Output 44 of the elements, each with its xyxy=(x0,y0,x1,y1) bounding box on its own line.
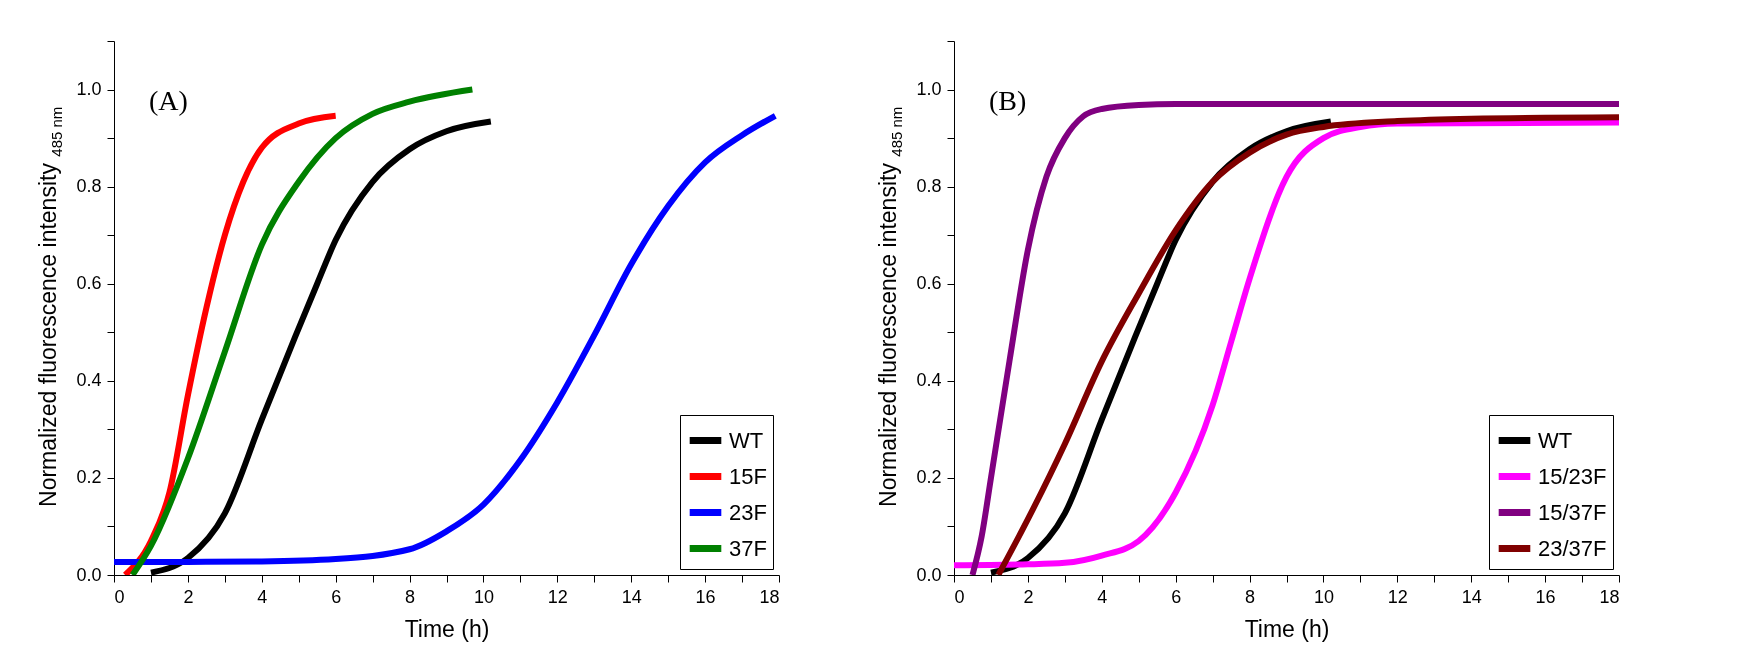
legend-label: 15/23F xyxy=(1538,463,1607,489)
y-tick-label: 0.4 xyxy=(76,370,102,391)
y-tick-label: 0.0 xyxy=(916,564,942,585)
x-tick-label: 16 xyxy=(695,586,716,607)
y-tick-label: 0.6 xyxy=(76,273,102,294)
x-tick-label: 0 xyxy=(114,586,125,607)
y-tick-label: 1.0 xyxy=(76,79,102,100)
x-axis-title: Time (h) xyxy=(404,615,490,642)
x-tick-label: 4 xyxy=(257,586,268,607)
x-tick-label: 16 xyxy=(1535,586,1556,607)
legend-label: 15F xyxy=(729,463,767,489)
x-tick-label: 10 xyxy=(1313,586,1334,607)
x-tick-label: 18 xyxy=(759,586,780,607)
x-tick-label: 18 xyxy=(1599,586,1620,607)
x-tick-label: 4 xyxy=(1097,586,1108,607)
y-tick-label: 0.8 xyxy=(916,176,942,197)
legend-label: 23/37F xyxy=(1538,535,1607,561)
x-axis-title: Time (h) xyxy=(1244,615,1330,642)
y-tick-label: 0.8 xyxy=(76,176,102,197)
x-tick-label: 6 xyxy=(1171,586,1182,607)
y-tick-label: 0.2 xyxy=(916,467,942,488)
x-tick-label: 0 xyxy=(954,586,965,607)
legend-label: 37F xyxy=(729,535,767,561)
x-tick-label: 8 xyxy=(405,586,416,607)
y-tick-label: 1.0 xyxy=(916,79,942,100)
x-tick-label: 12 xyxy=(1387,586,1408,607)
x-tick-label: 2 xyxy=(1023,586,1034,607)
legend-label: 15/37F xyxy=(1538,499,1607,525)
x-tick-label: 14 xyxy=(621,586,642,607)
y-tick-label: 0.0 xyxy=(76,564,102,585)
legend-label: WT xyxy=(729,427,764,453)
x-tick-label: 10 xyxy=(473,586,494,607)
x-tick-label: 8 xyxy=(1245,586,1256,607)
legend-label: 23F xyxy=(729,499,767,525)
x-tick-label: 14 xyxy=(1461,586,1482,607)
x-tick-label: 2 xyxy=(183,586,194,607)
text: (B) xyxy=(989,84,1027,116)
x-tick-label: 6 xyxy=(331,586,342,607)
text: (A) xyxy=(149,84,188,116)
y-tick-label: 0.6 xyxy=(916,273,942,294)
legend-label: WT xyxy=(1538,427,1573,453)
x-tick-label: 12 xyxy=(547,586,568,607)
y-tick-label: 0.2 xyxy=(76,467,102,488)
y-tick-label: 0.4 xyxy=(916,370,942,391)
